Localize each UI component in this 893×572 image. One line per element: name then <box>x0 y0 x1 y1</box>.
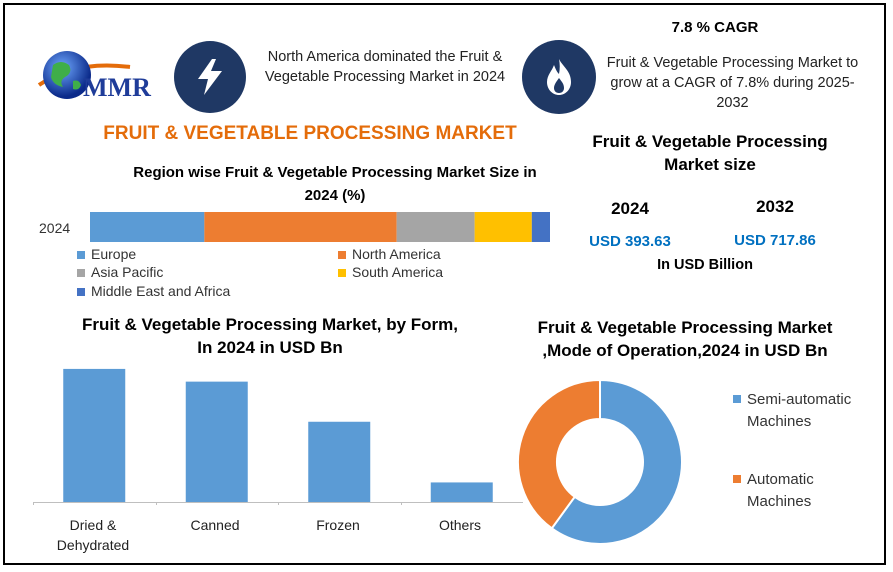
market-year-2032: 2032 <box>756 197 794 216</box>
region-segment-middle-east-and-africa <box>531 212 550 242</box>
region-segment-north-america <box>204 212 397 242</box>
x-label-frozen: Frozen <box>316 517 360 533</box>
legend-swatch <box>338 269 346 278</box>
donut-slice-semi-automatic-machines <box>550 378 683 545</box>
x-label-others: Others <box>438 517 481 533</box>
region-segment-south-america <box>474 212 532 242</box>
bar-canned <box>185 381 248 502</box>
legend-label: Middle East and Africa <box>91 283 231 299</box>
legend-mea: Middle East and Africa <box>77 283 230 299</box>
legend-swatch <box>77 269 85 278</box>
market-value-2032: USD 717.86 <box>734 232 816 249</box>
mode-donut-chart <box>517 378 683 545</box>
legend-label: South America <box>352 264 444 280</box>
highlight-text: North America dominated the Fruit & Vege… <box>264 49 506 85</box>
legend-label: Semi-automatic Machines <box>747 391 852 430</box>
region-chart-title: Region wise Fruit & Vegetable Processing… <box>133 164 537 204</box>
form-chart-title: Fruit & Vegetable Processing Market, by … <box>82 315 458 357</box>
cagr-title: 7.8 % CAGR <box>671 19 759 36</box>
main-title: FRUIT & VEGETABLE PROCESSING MARKET <box>103 123 517 144</box>
legend-swatch <box>733 475 741 483</box>
legend-swatch <box>77 251 85 260</box>
legend-asia-pacific: Asia Pacific <box>77 264 163 280</box>
logo: MMR <box>35 45 165 105</box>
globe-icon <box>37 51 131 99</box>
legend-swatch <box>338 251 346 260</box>
region-chart-category-label: 2024 <box>39 220 71 236</box>
region-stacked-bar <box>90 212 550 242</box>
legend-swatch <box>733 395 741 403</box>
logo-text: MMR <box>83 73 151 102</box>
legend-swatch <box>77 288 85 297</box>
infographic-frame: MMR North America dominated the Fruit & … <box>3 3 886 565</box>
x-label-dried: Dried & Dehydrated <box>56 517 130 553</box>
bar-dried-dehydrated <box>63 368 126 502</box>
market-value-2024: USD 393.63 <box>589 233 671 250</box>
form-bar-chart <box>33 368 523 505</box>
bar-others <box>430 482 493 502</box>
x-label-canned: Canned <box>190 517 240 533</box>
bar-frozen <box>308 421 371 502</box>
cagr-text: Fruit & Vegetable Processing Market to g… <box>606 55 859 111</box>
mode-chart-title: Fruit & Vegetable Processing Market ,Mod… <box>537 318 833 360</box>
region-segment-asia-pacific <box>396 212 475 242</box>
market-year-2024: 2024 <box>611 199 649 218</box>
donut-slice-automatic-machines <box>517 378 601 530</box>
flame-icon <box>522 40 596 114</box>
legend-north-america: North America <box>338 246 441 262</box>
lightning-bolt-icon <box>174 41 246 113</box>
legend-label: Europe <box>91 246 137 262</box>
legend-label: North America <box>352 246 441 262</box>
market-size-title: Fruit & Vegetable Processing Market size <box>592 132 828 174</box>
legend-south-america: South America <box>338 264 443 280</box>
legend-label: Automatic Machines <box>747 471 814 510</box>
legend-europe: Europe <box>77 246 136 262</box>
legend-label: Asia Pacific <box>91 264 164 280</box>
region-segment-europe <box>90 212 205 242</box>
market-unit: In USD Billion <box>657 257 753 273</box>
